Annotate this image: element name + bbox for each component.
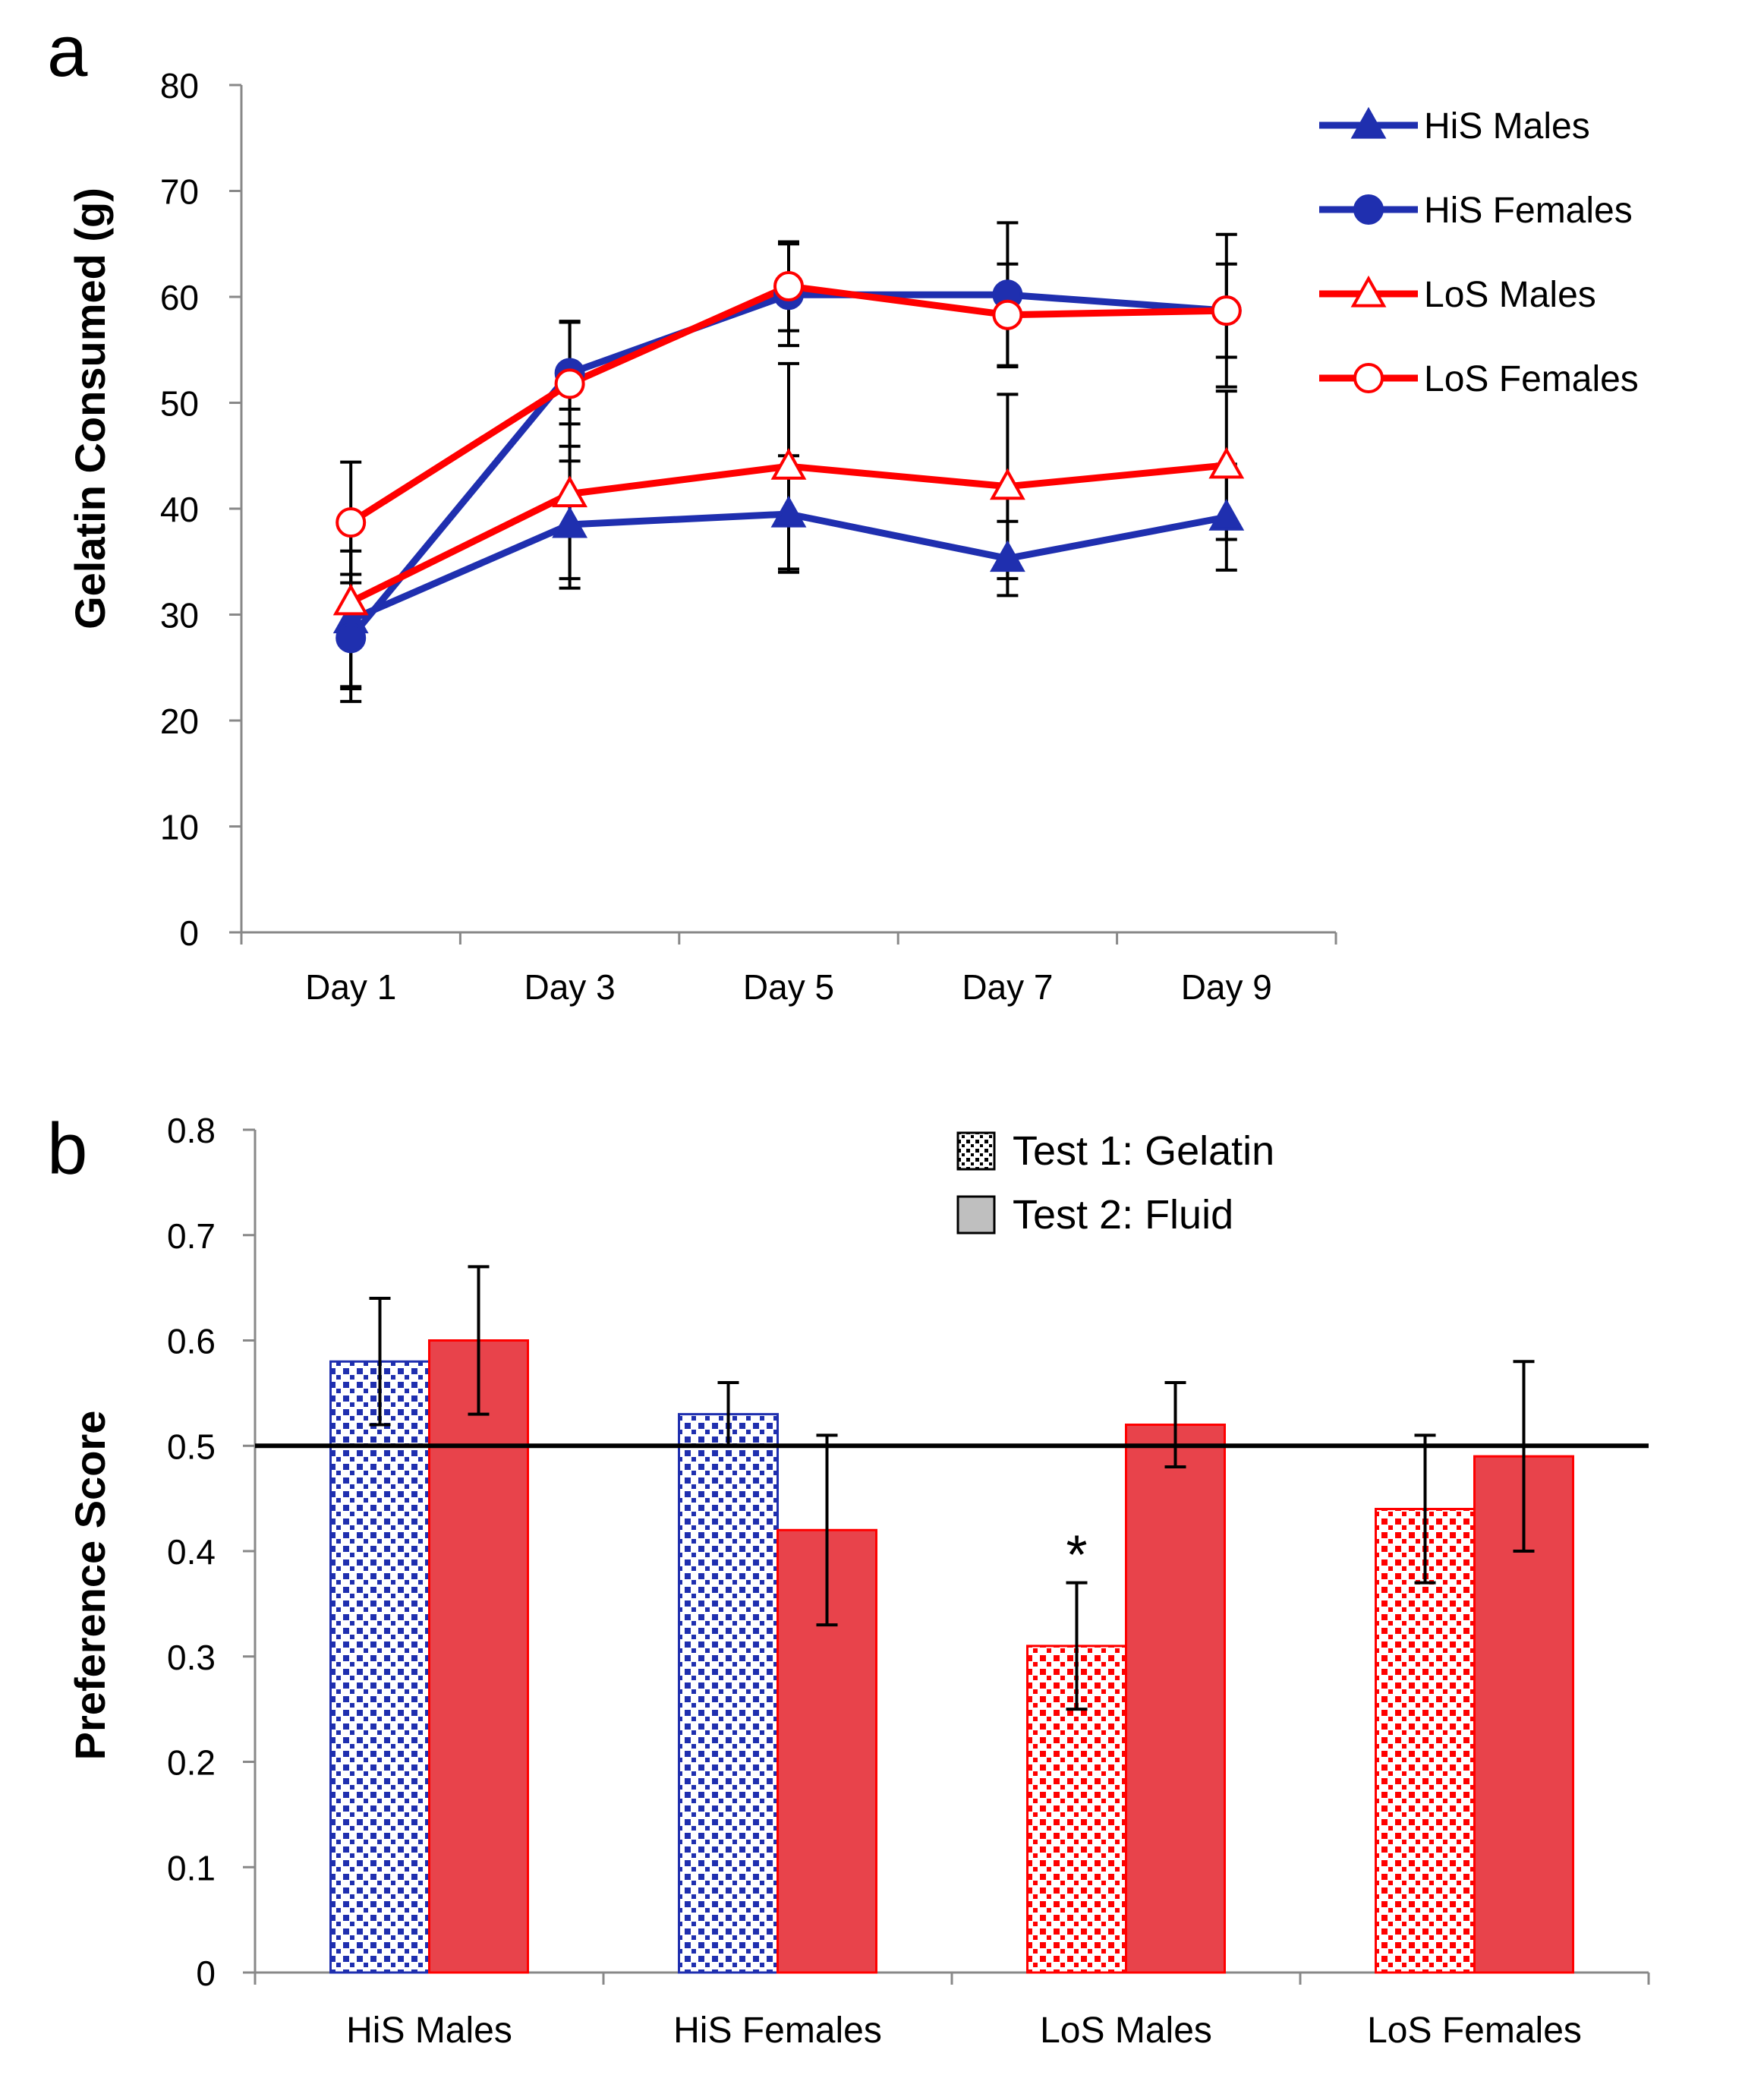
legend-marker-his-females	[1353, 194, 1384, 225]
legend-marker-los-males	[1350, 275, 1387, 307]
panel-b-bars: *	[255, 1265, 1649, 1974]
y-tick-label: 70	[160, 172, 199, 212]
panel-a-axes	[229, 84, 1337, 945]
panel-b-y-axis-title: Preference Score	[66, 1411, 114, 1761]
data-point-his-females	[335, 623, 367, 654]
panel-a-series	[332, 221, 1245, 703]
data-point-his-males	[770, 495, 807, 528]
panel-b-label: b	[47, 1108, 87, 1190]
data-point-los-females	[992, 299, 1023, 330]
data-point-his-males	[552, 506, 588, 538]
legend-label-test-2-fluid: Test 2: Fluid	[1013, 1192, 1233, 1238]
panel-a-x-tick-labels: Day 1 Day 3 Day 5 Day 7 Day 9	[305, 967, 1272, 1007]
x-tick-label: Day 7	[962, 967, 1053, 1007]
y-tick-label: 0.3	[167, 1638, 216, 1677]
panel-a: a 0 10 20 30 40 50 60 70 80 Day 1 Day 3 Day 5 Day 7…	[47, 11, 1639, 1007]
x-tick-label: LoS Males	[1040, 2010, 1212, 2051]
bar-test-1-gelatin-his-males	[329, 1360, 430, 1974]
y-tick-label: 0	[179, 913, 199, 953]
legend-marker-los-females	[1353, 363, 1384, 393]
data-point-los-males	[989, 468, 1025, 500]
legend-label-his-females: HiS Females	[1424, 191, 1633, 231]
y-tick-label: 60	[160, 278, 199, 317]
data-point-los-males	[332, 583, 369, 616]
bar-test-1-gelatin-his-females	[678, 1413, 779, 1974]
x-tick-label: HiS Females	[673, 2010, 882, 2051]
significance-asterisk: *	[1066, 1525, 1087, 1586]
data-point-his-males	[1208, 499, 1245, 531]
y-tick-label: 0.4	[167, 1532, 216, 1572]
x-tick-label: Day 9	[1181, 967, 1272, 1007]
y-tick-label: 10	[160, 808, 199, 847]
x-tick-label: Day 1	[305, 967, 396, 1007]
panel-a-y-axis-title: Gelatin Consumed (g)	[66, 188, 114, 629]
legend-marker-his-males	[1350, 106, 1387, 139]
y-tick-label: 0	[196, 1954, 216, 1993]
y-tick-label: 0.5	[167, 1427, 216, 1466]
y-tick-label: 50	[160, 384, 199, 424]
legend-label-test-1-gelatin: Test 1: Gelatin	[1013, 1128, 1274, 1174]
y-tick-label: 20	[160, 702, 199, 741]
data-point-his-males	[989, 540, 1025, 572]
y-tick-label: 0.8	[167, 1111, 216, 1150]
data-point-los-females	[773, 271, 804, 302]
x-tick-label: Day 3	[524, 967, 616, 1007]
y-tick-label: 0.1	[167, 1848, 216, 1887]
legend-swatch-test-2-fluid	[956, 1195, 996, 1235]
panel-b-x-tick-labels: HiS Males HiS Females LoS Males LoS Females	[346, 2010, 1582, 2051]
panel-a-y-tick-labels: 0 10 20 30 40 50 60 70 80	[160, 66, 199, 953]
panel-b-y-tick-labels: 0 0.1 0.2 0.3 0.4 0.5 0.6 0.7 0.8	[167, 1111, 216, 1993]
y-tick-label: 0.2	[167, 1743, 216, 1783]
panel-b-legend: Test 1: Gelatin Test 2: Fluid	[956, 1128, 1274, 1238]
bar-test-2-fluid-his-males	[428, 1339, 529, 1974]
y-tick-label: 0.6	[167, 1322, 216, 1361]
panel-a-legend: HiS Males HiS Females LoS Males LoS Females	[1319, 106, 1639, 399]
y-tick-label: 30	[160, 596, 199, 635]
legend-label-los-males: LoS Males	[1424, 275, 1596, 315]
x-tick-label: LoS Females	[1367, 2010, 1582, 2051]
data-point-los-females	[335, 507, 367, 538]
y-tick-label: 40	[160, 490, 199, 529]
x-tick-label: Day 5	[743, 967, 834, 1007]
panel-b: b 00.10.20.30.40.50.60.70.8 HiS Males HiS…	[47, 1108, 1650, 2051]
data-point-los-females	[1211, 295, 1242, 326]
legend-swatch-test-1-gelatin	[956, 1131, 996, 1171]
legend-label-los-females: LoS Females	[1424, 359, 1639, 399]
data-point-los-males	[770, 448, 807, 480]
data-point-los-males	[1208, 446, 1245, 479]
x-tick-label: HiS Males	[346, 2010, 512, 2051]
y-tick-label: 0.7	[167, 1216, 216, 1256]
data-point-los-females	[554, 368, 585, 399]
bar-test-2-fluid-los-males	[1125, 1424, 1226, 1974]
legend-label-his-males: HiS Males	[1424, 106, 1590, 147]
data-point-los-males	[552, 475, 588, 508]
panel-a-label: a	[47, 11, 88, 92]
y-tick-label: 80	[160, 66, 199, 106]
